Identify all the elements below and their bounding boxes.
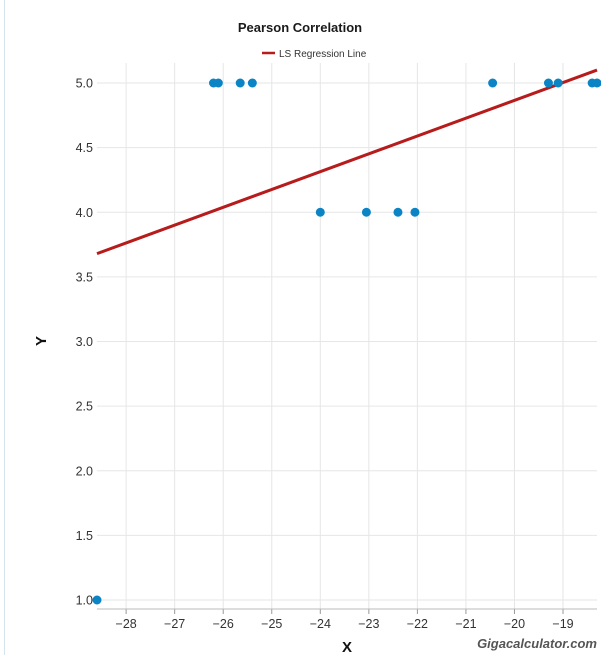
y-tick-label: 1.5 [76,529,93,543]
x-axis-title: X [342,639,352,655]
scatter-point [543,78,553,88]
y-tick-label: 3.0 [76,335,93,349]
scatter-point [235,78,245,88]
regression-line [96,68,598,256]
x-tick-label: −25 [261,617,282,631]
chart-title: Pearson Correlation [238,20,362,35]
scatter-point [488,78,498,88]
scatter-point [247,78,257,88]
scatter-point [213,78,223,88]
y-tick-label: 1.0 [76,594,93,608]
x-tick-label: −22 [407,617,428,631]
scatter-point [361,207,371,217]
y-tick-label: 4.0 [76,206,93,220]
y-axis-ticks: 1.0 1.5 2.0 2.5 3.0 3.5 4.0 4.5 5.0 [76,77,93,608]
x-tick-label: −26 [213,617,234,631]
y-tick-label: 2.5 [76,400,93,414]
x-tick-label: −20 [504,617,525,631]
x-tick-label: −19 [552,617,573,631]
scatter-point [393,207,403,217]
scatter-point [553,78,563,88]
x-tick-label: −24 [310,617,331,631]
credit-text[interactable]: Gigacalculator.com [477,636,597,651]
x-tick-label: −27 [164,617,185,631]
regression-line-group [96,68,598,256]
x-tick-label: −28 [116,617,137,631]
scatter-point [92,595,102,605]
y-tick-label: 2.0 [76,464,93,478]
legend[interactable]: LS Regression Line [262,49,367,60]
y-tick-label: 3.5 [76,270,93,284]
y-tick-label: 5.0 [76,77,93,91]
y-tick-label: 4.5 [76,141,93,155]
y-axis-title: Y [33,336,50,346]
scatter-point [592,78,601,88]
x-axis-ticks: −28 −27 −26 −25 −24 −23 −22 −21 −20 −19 [97,608,597,631]
x-tick-label: −23 [358,617,379,631]
scatter-point [410,207,420,217]
legend-label-regression-line: LS Regression Line [279,49,367,60]
x-tick-label: −21 [455,617,476,631]
left-border-rule [4,0,5,655]
scatter-point [315,207,325,217]
scatter-points [92,78,601,605]
grid-lines [97,63,597,609]
